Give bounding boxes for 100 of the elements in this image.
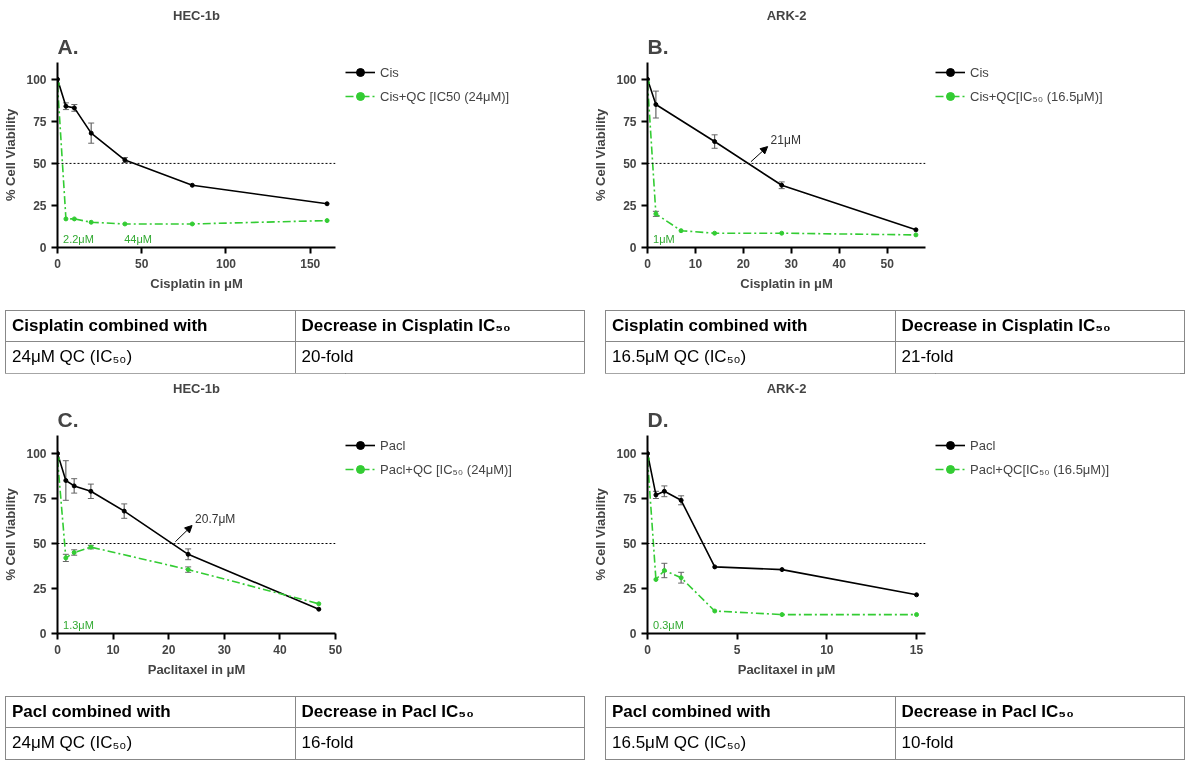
point — [914, 612, 920, 618]
chart-title: ARK-2 — [766, 380, 807, 396]
x-axis-title: Paclitaxel in μM — [147, 661, 246, 677]
x-tick-label: 50 — [880, 256, 895, 271]
x-axis-title: Cisplatin in μM — [740, 275, 833, 291]
chart-title: ARK-2 — [766, 7, 807, 23]
point — [779, 230, 785, 236]
legend-label: Cis — [970, 64, 990, 80]
x-tick-label: 0 — [644, 256, 652, 271]
text: 20-fold — [295, 341, 585, 374]
x-tick-label: 20 — [736, 256, 751, 271]
x-tick-label: 20 — [162, 642, 176, 657]
text: Pacl combined with — [605, 696, 895, 728]
legend-label: Pacl+QC [IC₅₀ (24μM)] — [380, 461, 512, 477]
y-tick-label: 50 — [33, 537, 47, 551]
point — [88, 488, 94, 494]
annotation: 21μM — [770, 132, 801, 147]
point — [661, 488, 667, 494]
point — [653, 102, 659, 108]
text: A. — [57, 34, 79, 58]
y-tick-label: 25 — [623, 582, 637, 596]
y-tick-label: 75 — [33, 492, 47, 506]
y-axis-title: % Cell Viability — [593, 108, 609, 202]
y-tick-label: 25 — [33, 198, 47, 213]
point — [71, 483, 77, 489]
y-tick-label: 100 — [616, 447, 637, 461]
text: Decrease in Cisplatin IC₅₀ — [295, 310, 585, 342]
point — [88, 219, 94, 225]
y-tick-label: 25 — [33, 582, 47, 596]
point — [712, 608, 718, 614]
y-axis-title: % Cell Viability — [3, 108, 19, 202]
y-axis-title: % Cell Viability — [593, 487, 609, 581]
text: C. — [57, 407, 79, 431]
x-tick-label: 40 — [832, 256, 847, 271]
point — [712, 139, 718, 145]
y-tick-label: 50 — [33, 156, 47, 171]
point — [712, 230, 718, 236]
x-axis-title: Cisplatin in μM — [150, 275, 243, 291]
annotation: 0.3μM — [653, 618, 684, 631]
y-tick-label: 0 — [629, 241, 637, 255]
x-tick-label: 30 — [217, 642, 232, 657]
y-tick-label: 75 — [33, 114, 47, 129]
x-tick-label: 10 — [688, 256, 703, 271]
x-tick-label: 0 — [644, 642, 652, 657]
point — [316, 601, 322, 607]
annotation: 20.7μM — [195, 511, 236, 526]
point — [316, 606, 322, 612]
point — [678, 575, 684, 581]
x-tick-label: 10 — [820, 642, 834, 657]
y-tick-label: 100 — [26, 447, 47, 461]
x-tick-label: 15 — [909, 642, 924, 657]
point — [914, 592, 920, 598]
legend-label: Pacl+QC[IC₅₀ (16.5μM)] — [970, 461, 1110, 477]
text: Decrease in Pacl IC₅₀ — [295, 696, 585, 728]
point — [678, 228, 684, 234]
text: Decrease in Cisplatin IC₅₀ — [895, 310, 1185, 342]
point — [913, 227, 919, 233]
x-tick-label: 30 — [784, 256, 799, 271]
y-tick-label: 25 — [623, 198, 637, 213]
point — [779, 612, 785, 618]
text: Decrease in Pacl IC₅₀ — [895, 696, 1185, 728]
legend-label: Cis+QC[IC₅₀ (16.5μM)] — [970, 88, 1103, 104]
point — [712, 564, 718, 570]
x-tick-label: 0 — [54, 256, 62, 271]
point — [63, 478, 69, 483]
y-tick-label: 0 — [39, 627, 47, 641]
point — [324, 218, 330, 224]
x-tick-label: 5 — [733, 642, 741, 657]
point — [71, 216, 77, 222]
x-tick-label: 50 — [135, 256, 149, 271]
text: 21-fold — [895, 341, 1185, 374]
point — [122, 221, 128, 227]
y-tick-label: 75 — [623, 114, 637, 129]
text: Pacl combined with — [5, 696, 295, 728]
chart-title: HEC-1b — [173, 7, 221, 23]
y-tick-label: 50 — [623, 156, 637, 171]
y-tick-label: 50 — [623, 537, 637, 551]
point — [189, 221, 195, 227]
text: 16.5μM QC (IC₅₀) — [605, 727, 895, 760]
legend-label: Pacl — [380, 437, 406, 453]
annotation: 1μM — [653, 232, 675, 245]
point — [88, 130, 94, 136]
point — [661, 568, 667, 573]
text: D. — [647, 407, 669, 431]
legend-label: Cis+QC [IC50 (24μM)] — [380, 88, 510, 104]
x-tick-label: 150 — [300, 256, 321, 271]
x-tick-label: 100 — [215, 256, 237, 271]
point — [121, 508, 127, 514]
annotation: 2.2μM — [63, 232, 94, 245]
annotation: 1.3μM — [63, 618, 94, 631]
text: 24μM QC (IC₅₀) — [5, 727, 295, 760]
text: Cisplatin combined with — [5, 310, 295, 342]
point — [324, 201, 330, 207]
y-tick-label: 100 — [26, 72, 47, 87]
point — [185, 551, 191, 557]
text: 10-fold — [895, 727, 1185, 760]
chart-title: HEC-1b — [173, 380, 221, 396]
y-tick-label: 0 — [39, 241, 47, 255]
annotation: 44μM — [124, 232, 152, 245]
y-tick-label: 75 — [623, 492, 637, 506]
